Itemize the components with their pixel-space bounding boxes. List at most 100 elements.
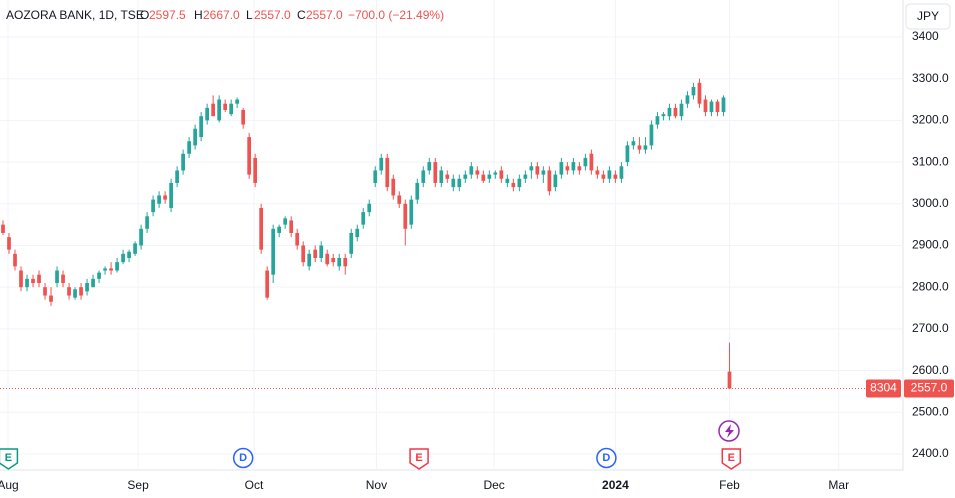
- high-value: 2667.0: [203, 8, 240, 22]
- candle-body: [223, 103, 228, 110]
- candle-body: [547, 170, 552, 192]
- candle-body: [673, 107, 678, 117]
- candle-body: [301, 245, 306, 263]
- y-tick-label: 2400.0: [912, 446, 949, 460]
- price-tag-label: 2557.0: [911, 381, 948, 395]
- candle-body: [205, 107, 209, 121]
- y-tick-label: 3200.0: [912, 113, 949, 127]
- x-tick-label: Aug: [0, 478, 19, 492]
- candle-body: [283, 218, 288, 225]
- open-value: 2597.5: [149, 8, 186, 22]
- candle-body: [595, 170, 600, 175]
- candle-body: [343, 257, 348, 267]
- dividend-marker[interactable]: [596, 447, 617, 469]
- candle-body: [361, 212, 366, 225]
- candle-body: [451, 178, 456, 188]
- earnings-marker[interactable]: [0, 448, 19, 470]
- candle-body: [13, 253, 17, 267]
- earnings-marker[interactable]: [721, 448, 742, 470]
- candle-body: [499, 170, 504, 179]
- candle-body: [391, 178, 396, 196]
- candle-body: [685, 95, 690, 104]
- event-label: E: [728, 452, 735, 464]
- candle-body: [43, 287, 47, 296]
- candle-body: [295, 232, 300, 246]
- countdown-label: 8304: [870, 381, 897, 395]
- candle-body: [265, 270, 270, 298]
- x-tick-label: Sep: [127, 478, 149, 492]
- x-tick-label: Oct: [245, 478, 264, 492]
- candle-body: [139, 228, 143, 246]
- candle-body: [187, 141, 191, 154]
- candle-body: [589, 153, 594, 171]
- candle-body: [157, 195, 161, 204]
- candle-body: [259, 207, 264, 250]
- candle-body: [175, 170, 179, 183]
- candle-body: [649, 124, 654, 146]
- candle-body: [535, 166, 540, 175]
- candle-body: [643, 145, 648, 150]
- candle-body: [115, 262, 119, 271]
- candle-body: [637, 145, 642, 150]
- candle-body: [103, 268, 107, 271]
- candle-body: [655, 116, 660, 125]
- candle-body: [325, 253, 330, 265]
- candle-body: [433, 162, 438, 183]
- candle-body: [109, 268, 113, 271]
- candle-body: [121, 253, 125, 263]
- candle-body: [229, 103, 234, 115]
- candle-body: [709, 101, 714, 113]
- y-tick-label: 3400: [912, 29, 939, 43]
- earnings-marker[interactable]: [409, 448, 429, 470]
- candle-body: [241, 109, 246, 125]
- x-tick-label: Dec: [483, 478, 504, 492]
- candle-body: [721, 97, 726, 113]
- event-label: E: [415, 452, 422, 464]
- candle-body: [181, 153, 185, 171]
- candle-body: [211, 103, 216, 117]
- candle-body: [217, 99, 222, 121]
- candle-body: [463, 174, 468, 179]
- dividend-marker[interactable]: [232, 447, 254, 469]
- candle-body: [571, 162, 576, 171]
- y-tick-label: 2500.0: [912, 404, 949, 418]
- candle-body: [367, 203, 372, 213]
- candle-body: [697, 82, 702, 104]
- candle-body: [487, 174, 492, 179]
- y-tick-label: 2600.0: [912, 363, 949, 377]
- candle-body: [19, 270, 23, 288]
- candle-body: [73, 289, 77, 298]
- candle-body: [409, 199, 414, 225]
- x-tick-label: Mar: [828, 478, 849, 492]
- high-key: H: [194, 8, 203, 22]
- candle-body: [199, 116, 203, 138]
- candle-body: [49, 295, 53, 302]
- candle-body: [613, 174, 618, 179]
- candle-body: [85, 283, 89, 292]
- candle-body: [469, 166, 474, 175]
- candle-body: [337, 257, 342, 267]
- candle-body: [559, 162, 564, 175]
- candle-body: [607, 170, 612, 179]
- candle-body: [511, 182, 516, 188]
- candle-body: [31, 278, 35, 284]
- y-tick-label: 2700.0: [912, 321, 949, 335]
- candle-body: [169, 182, 173, 208]
- x-tick-label: Feb: [719, 478, 740, 492]
- open-key: O: [140, 8, 149, 22]
- candle-body: [541, 170, 546, 175]
- candle-body: [25, 278, 29, 288]
- price-tag: [904, 379, 954, 398]
- currency-button[interactable]: [905, 3, 951, 30]
- candle-body: [379, 157, 384, 171]
- candle-body: [397, 195, 402, 204]
- close-key: C: [297, 8, 306, 22]
- candle-body: [457, 178, 462, 188]
- candle-body: [493, 172, 498, 175]
- lightning: [725, 424, 734, 438]
- candle-body: [565, 166, 570, 171]
- candle-body: [445, 174, 450, 179]
- currency-label[interactable]: JPY: [917, 9, 939, 23]
- candle-body: [151, 199, 155, 213]
